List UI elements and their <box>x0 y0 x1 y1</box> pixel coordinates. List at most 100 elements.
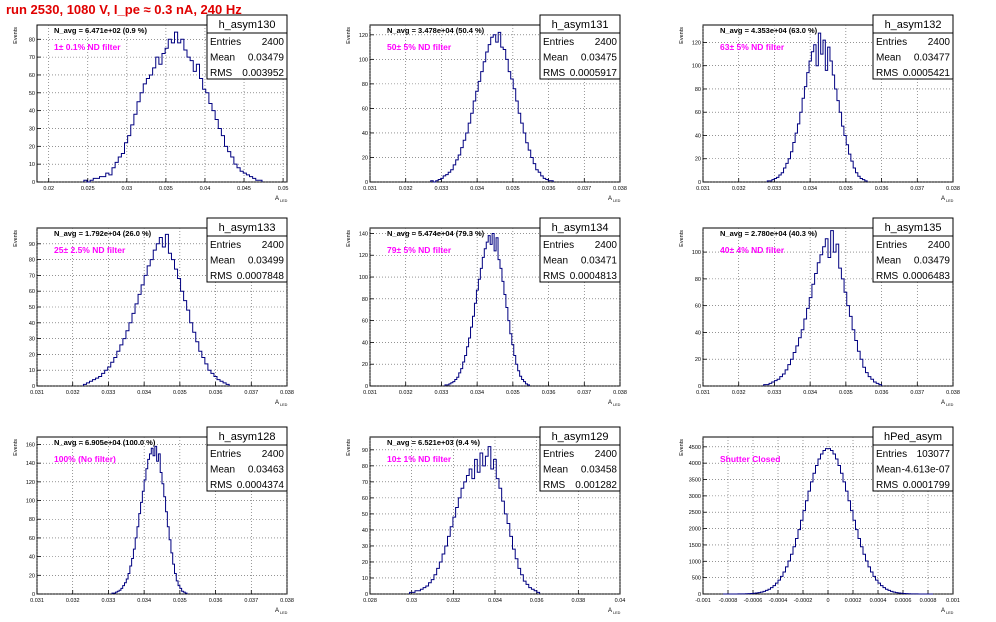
y-tick-label: 0 <box>365 592 368 598</box>
y-tick-label: 50 <box>29 91 35 97</box>
x-tick-label: 0.037 <box>910 186 924 192</box>
y-tick-label: 80 <box>362 297 368 303</box>
stats-box <box>539 235 621 283</box>
x-axis-title: A <box>941 608 945 614</box>
stats-title: h_asym135 <box>885 222 942 234</box>
stats-label: Entries <box>210 37 241 48</box>
y-tick-label: 20 <box>695 157 701 163</box>
histogram-series <box>82 233 230 386</box>
y-tick-label: 80 <box>29 258 35 264</box>
x-tick-label: 0.031 <box>30 390 44 396</box>
stats-title: h_asym132 <box>885 19 942 31</box>
x-tick-label: 0.03 <box>121 186 132 192</box>
y-tick-label: 50 <box>29 305 35 311</box>
y-tick-label: 20 <box>695 357 701 363</box>
y-tick-label: 20 <box>29 352 35 358</box>
stats-label: Mean <box>543 53 568 64</box>
y-tick-label: 40 <box>29 109 35 115</box>
stats-label: Entries <box>543 449 574 460</box>
y-axis-title: Events <box>13 27 19 44</box>
x-tick-label: 0.036 <box>875 186 889 192</box>
stats-value: 0.03499 <box>248 256 285 267</box>
x-axis-title: A <box>275 608 279 614</box>
x-tick-label: 0.033 <box>102 390 116 396</box>
x-tick-label: 0.036 <box>530 598 544 604</box>
navg-label: N_avg = 1.792e+04 (26.0 %) <box>54 229 152 238</box>
y-tick-label: 40 <box>29 321 35 327</box>
histogram-panel: 0.031 0.032 0.033 0.034 0.035 0.036 0.037 0.038… <box>13 217 294 407</box>
y-tick-label: 40 <box>362 528 368 534</box>
x-axis-title-subscript: LED <box>946 611 954 615</box>
y-tick-label: 140 <box>359 231 368 237</box>
x-axis-title: A <box>608 400 612 406</box>
stats-value: 2400 <box>262 37 285 48</box>
y-axis-title: Events <box>13 230 19 247</box>
x-tick-label: 0.036 <box>542 390 556 396</box>
y-tick-label: 100 <box>692 250 701 256</box>
x-tick-label: 0 <box>826 598 829 604</box>
histogram-panel: 0.031 0.032 0.033 0.034 0.035 0.036 0.037 0.038… <box>346 217 627 407</box>
stats-title: h_asym133 <box>219 222 276 234</box>
stats-value: 0.003952 <box>242 68 284 79</box>
x-tick-label: 0.038 <box>613 390 627 396</box>
filter-label: 63± 5% ND filter <box>720 42 785 52</box>
histogram-series <box>723 448 933 595</box>
x-tick-label: 0.037 <box>910 390 924 396</box>
stats-box <box>539 32 621 80</box>
stats-title: h_asym130 <box>219 19 276 31</box>
y-tick-label: 0 <box>32 592 35 598</box>
x-tick-label: 0.033 <box>768 390 782 396</box>
stats-value: 0.03479 <box>248 53 285 64</box>
x-tick-label: 0.036 <box>542 186 556 192</box>
filter-label: 40± 4% ND filter <box>720 245 785 255</box>
y-tick-label: 120 <box>359 33 368 39</box>
y-tick-label: 140 <box>26 461 35 467</box>
stats-title: h_asym131 <box>552 19 609 31</box>
y-tick-label: 30 <box>362 544 368 550</box>
y-axis-title: Events <box>346 27 352 44</box>
stats-box <box>206 444 288 492</box>
y-tick-label: 30 <box>29 126 35 132</box>
stats-title: h_asym128 <box>219 431 276 443</box>
y-tick-label: 80 <box>29 37 35 43</box>
stats-box <box>872 32 954 80</box>
y-axis-title: Events <box>679 27 685 44</box>
stats-box <box>206 235 288 283</box>
stats-label: Mean <box>543 465 568 476</box>
x-tick-label: 0.032 <box>732 186 746 192</box>
x-tick-label: 0.02 <box>43 186 54 192</box>
stats-value: 2400 <box>595 37 618 48</box>
histogram-panel: 0.031 0.032 0.033 0.034 0.035 0.036 0.037 0.038… <box>13 426 294 615</box>
stats-value: 0.0006483 <box>903 271 951 282</box>
x-tick-label: 0.035 <box>173 598 187 604</box>
x-axis-title-subscript: LED <box>946 403 954 407</box>
stats-value: -4.613e-07 <box>902 465 951 476</box>
x-tick-label: -0.001 <box>695 598 711 604</box>
x-axis-title-subscript: LED <box>613 403 621 407</box>
x-axis-title: A <box>941 196 945 202</box>
y-tick-label: 500 <box>692 576 701 582</box>
stats-label: Entries <box>876 37 907 48</box>
x-tick-label: 0.034 <box>803 390 817 396</box>
y-tick-label: 4000 <box>689 461 701 467</box>
y-tick-label: 3000 <box>689 494 701 500</box>
filter-label: 10± 1% ND filter <box>387 454 452 464</box>
histogram-series <box>444 232 530 386</box>
stats-label: Mean <box>210 53 235 64</box>
y-axis-title: Events <box>679 439 685 456</box>
y-tick-label: 20 <box>29 144 35 150</box>
filter-label: 100% (No filter) <box>54 454 116 464</box>
x-tick-label: 0.032 <box>446 598 460 604</box>
x-tick-label: 0.031 <box>696 186 710 192</box>
y-tick-label: 80 <box>29 517 35 523</box>
stats-label: Mean <box>876 256 901 267</box>
stats-title: h_asym134 <box>552 222 609 234</box>
y-tick-label: 0 <box>698 384 701 390</box>
y-tick-label: 10 <box>362 576 368 582</box>
filter-label: 1± 0.1% ND filter <box>54 42 121 52</box>
x-tick-label: 0.0006 <box>895 598 912 604</box>
x-tick-label: 0.033 <box>102 598 116 604</box>
stats-label: Entries <box>210 449 241 460</box>
stats-label: RMS <box>543 480 566 491</box>
navg-label: N_avg = 4.353e+04 (63.0 %) <box>720 26 818 35</box>
